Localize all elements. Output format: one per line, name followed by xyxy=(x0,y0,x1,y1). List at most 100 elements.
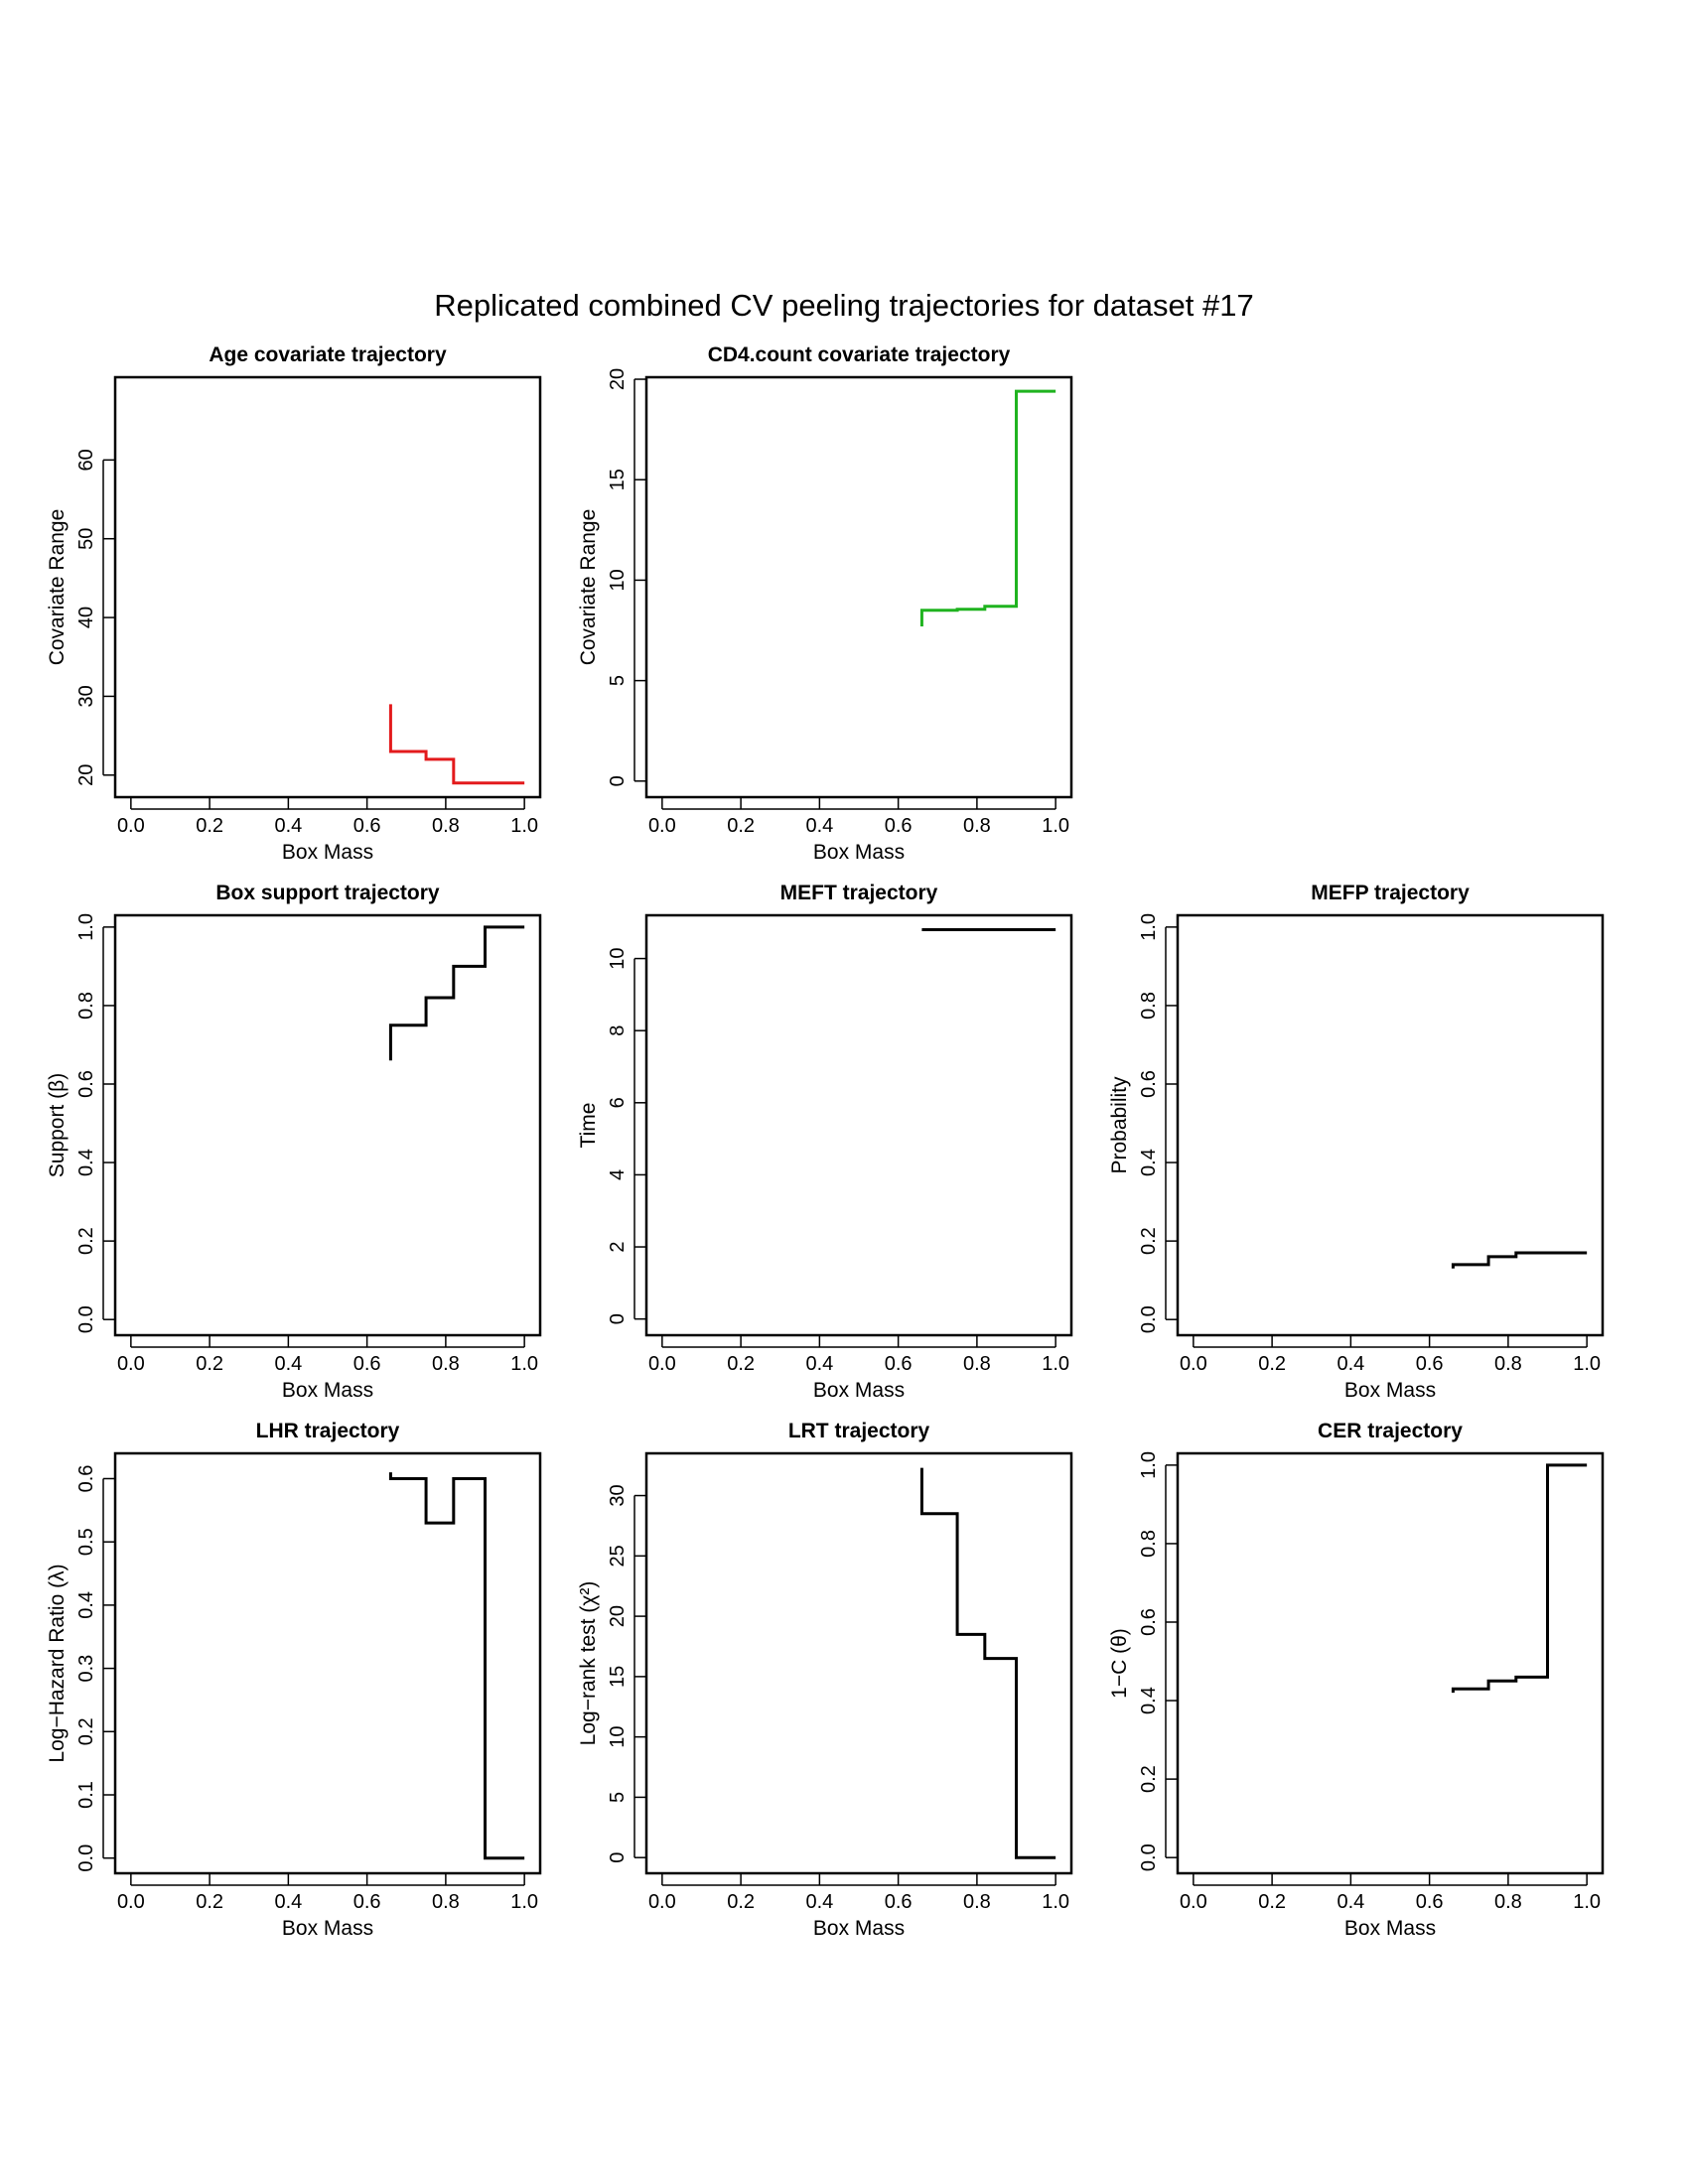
x-tick-label: 0.8 xyxy=(432,1353,460,1375)
series-line xyxy=(388,1472,525,1860)
x-tick-label: 0.2 xyxy=(196,1353,223,1375)
y-tick-label: 0 xyxy=(607,1313,629,1324)
y-tick-label: 0.2 xyxy=(75,1227,97,1255)
y-tick-label: 25 xyxy=(607,1545,629,1567)
chart-title: LHR trajectory xyxy=(256,1420,400,1442)
x-tick-label: 0.8 xyxy=(963,1353,991,1375)
x-tick-label: 1.0 xyxy=(510,1353,538,1375)
y-tick-label: 30 xyxy=(607,1484,629,1506)
x-axis-label: Box Mass xyxy=(813,841,905,864)
x-tick-label: 0.2 xyxy=(196,815,223,837)
y-tick-label: 0.4 xyxy=(75,1591,97,1619)
y-tick-label: 5 xyxy=(607,1792,629,1803)
y-tick-label: 0.6 xyxy=(75,1070,97,1098)
y-tick-label: 20 xyxy=(607,1605,629,1627)
y-tick-label: 0.6 xyxy=(1138,1608,1160,1636)
plot-frame xyxy=(644,375,1073,799)
y-axis-label: Covariate Range xyxy=(577,509,600,666)
chart-title: Age covariate trajectory xyxy=(209,343,447,366)
x-axis-label: Box Mass xyxy=(282,841,373,864)
chart-title: MEFT trajectory xyxy=(780,882,938,904)
y-tick-label: 40 xyxy=(75,607,97,628)
y-tick-label: 30 xyxy=(75,685,97,707)
plot-frame xyxy=(113,375,542,799)
y-tick-label: 6 xyxy=(607,1097,629,1108)
x-tick-label: 0.4 xyxy=(805,1891,833,1913)
plot-frame xyxy=(1176,913,1605,1337)
x-tick-label: 0.2 xyxy=(727,1353,755,1375)
series-line xyxy=(919,389,1056,626)
x-axis-label: Box Mass xyxy=(282,1917,373,1940)
y-tick-label: 0.0 xyxy=(75,1844,97,1872)
x-tick-label: 0.4 xyxy=(274,1353,302,1375)
y-tick-label: 1.0 xyxy=(75,913,97,941)
x-axis-label: Box Mass xyxy=(1344,1379,1436,1402)
y-tick-label: 0.5 xyxy=(75,1528,97,1556)
x-tick-label: 0.4 xyxy=(805,815,833,837)
y-tick-label: 0.4 xyxy=(1138,1149,1160,1176)
chart-cd4: CD4.count covariate trajectory 0.0 0.2 0.4 0… xyxy=(577,343,1073,864)
chart-support: Box support trajectory 0.0 0.2 0.4 0.6 0.8 1.0… xyxy=(46,882,542,1402)
chart-title: CD4.count covariate trajectory xyxy=(708,343,1011,366)
y-tick-label: 20 xyxy=(607,368,629,390)
y-axis-label: Time xyxy=(577,1103,600,1149)
y-tick-label: 15 xyxy=(607,469,629,490)
y-tick-label: 10 xyxy=(607,569,629,591)
x-tick-label: 0.6 xyxy=(1416,1891,1444,1913)
x-tick-label: 0.8 xyxy=(1494,1891,1522,1913)
x-tick-label: 0.4 xyxy=(1336,1891,1364,1913)
x-tick-label: 0.0 xyxy=(117,1891,145,1913)
y-axis-label: Log−rank test (χ²) xyxy=(577,1581,600,1746)
x-tick-label: 0.8 xyxy=(963,1891,991,1913)
x-tick-label: 0.4 xyxy=(274,815,302,837)
x-tick-label: 0.4 xyxy=(1336,1353,1364,1375)
y-tick-label: 10 xyxy=(607,1726,629,1748)
x-tick-label: 1.0 xyxy=(510,1891,538,1913)
y-tick-label: 20 xyxy=(75,764,97,786)
chart-meft: MEFT trajectory 0.0 0.2 0.4 0.6 0.8 1.0 0 2 4 6 8 10… xyxy=(577,882,1073,1402)
y-axis-label: Covariate Range xyxy=(46,509,69,666)
y-tick-label: 0.2 xyxy=(1138,1227,1160,1255)
x-tick-label: 1.0 xyxy=(1042,1353,1069,1375)
series-line xyxy=(919,1467,1056,1859)
y-tick-label: 1.0 xyxy=(1138,1451,1160,1479)
x-tick-label: 1.0 xyxy=(510,815,538,837)
y-tick-label: 0.2 xyxy=(1138,1765,1160,1793)
x-tick-label: 0.0 xyxy=(117,815,145,837)
y-tick-label: 0.8 xyxy=(75,992,97,1020)
x-tick-label: 0.6 xyxy=(1416,1353,1444,1375)
y-tick-label: 50 xyxy=(75,528,97,550)
series-line xyxy=(388,704,525,785)
x-tick-label: 1.0 xyxy=(1573,1353,1601,1375)
y-tick-label: 2 xyxy=(607,1241,629,1252)
series-line xyxy=(1451,1463,1588,1694)
chart-title: LRT trajectory xyxy=(788,1420,930,1442)
x-tick-label: 0.6 xyxy=(885,815,913,837)
x-axis-label: Box Mass xyxy=(282,1379,373,1402)
y-axis-label: Log−Hazard Ratio (λ) xyxy=(46,1564,69,1762)
x-tick-label: 1.0 xyxy=(1042,815,1069,837)
y-tick-label: 0.3 xyxy=(75,1655,97,1683)
plot-frame xyxy=(644,913,1073,1337)
chart-title: MEFP trajectory xyxy=(1311,882,1470,904)
y-tick-label: 0.1 xyxy=(75,1781,97,1809)
y-axis-label: Support (β) xyxy=(46,1073,69,1177)
x-tick-label: 0.6 xyxy=(353,815,381,837)
x-tick-label: 1.0 xyxy=(1573,1891,1601,1913)
x-tick-label: 0.2 xyxy=(727,815,755,837)
y-tick-label: 10 xyxy=(607,947,629,969)
x-axis-label: Box Mass xyxy=(813,1917,905,1940)
x-tick-label: 0.0 xyxy=(117,1353,145,1375)
x-tick-label: 0.6 xyxy=(353,1891,381,1913)
chart-mefp: MEFP trajectory 0.0 0.2 0.4 0.6 0.8 1.0 0.0 0.2 0… xyxy=(1108,882,1605,1402)
y-tick-label: 0.4 xyxy=(1138,1687,1160,1714)
plot-frame xyxy=(644,1451,1073,1875)
chart-lhr: LHR trajectory 0.0 0.2 0.4 0.6 0.8 1.0 0.0 0.1 0.… xyxy=(46,1420,542,1940)
x-tick-label: 0.0 xyxy=(1180,1353,1207,1375)
x-tick-label: 0.6 xyxy=(885,1891,913,1913)
x-tick-label: 1.0 xyxy=(1042,1891,1069,1913)
series-line xyxy=(388,925,525,1061)
chart-title: Box support trajectory xyxy=(215,882,440,904)
